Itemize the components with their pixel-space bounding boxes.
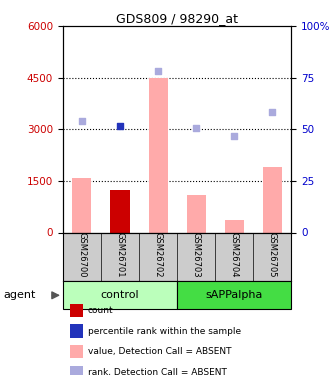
Text: GSM26701: GSM26701 — [116, 232, 124, 277]
Text: GSM26705: GSM26705 — [268, 232, 277, 277]
Bar — [72, 177, 91, 232]
Bar — [187, 195, 206, 232]
Text: percentile rank within the sample: percentile rank within the sample — [88, 327, 241, 336]
Text: count: count — [88, 306, 113, 315]
Text: rank, Detection Call = ABSENT: rank, Detection Call = ABSENT — [88, 368, 227, 375]
Point — [156, 68, 161, 74]
Text: sAPPalpha: sAPPalpha — [206, 290, 263, 300]
Bar — [111, 189, 129, 232]
Point — [79, 118, 85, 124]
Bar — [63, 281, 177, 309]
Point — [269, 109, 275, 115]
Text: GSM26703: GSM26703 — [192, 232, 201, 277]
Bar — [263, 167, 282, 232]
Text: GSM26704: GSM26704 — [230, 232, 239, 277]
Text: value, Detection Call = ABSENT: value, Detection Call = ABSENT — [88, 347, 231, 356]
Bar — [225, 220, 244, 232]
Text: GSM26700: GSM26700 — [77, 232, 86, 277]
Title: GDS809 / 98290_at: GDS809 / 98290_at — [116, 12, 238, 25]
Bar — [177, 281, 291, 309]
Point — [117, 123, 122, 129]
Text: agent: agent — [3, 290, 36, 300]
Text: control: control — [101, 290, 139, 300]
Point — [193, 124, 199, 130]
Text: GSM26702: GSM26702 — [154, 232, 163, 277]
Point — [232, 133, 237, 139]
Bar — [149, 78, 167, 232]
